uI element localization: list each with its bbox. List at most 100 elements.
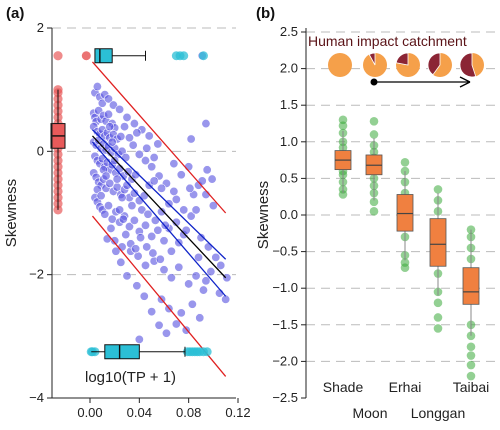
top-marginal-point xyxy=(179,51,189,61)
human-impact-pies xyxy=(328,52,484,78)
panel-a-points xyxy=(89,51,232,344)
panel-a-x-tick-label: 0.12 xyxy=(225,405,250,420)
panel-a-x-label: log10(TP + 1) xyxy=(85,369,176,386)
scatter-point xyxy=(106,223,116,233)
scatter-point xyxy=(141,220,151,230)
y-marginal-point xyxy=(53,51,63,61)
scatter-point xyxy=(101,171,111,181)
box-body xyxy=(396,194,414,232)
panel-b-y-tick-label: 1.5 xyxy=(280,97,298,112)
box-point xyxy=(466,351,476,360)
scatter-point xyxy=(166,246,176,256)
impact-pie-slice xyxy=(368,52,376,66)
scatter-point xyxy=(129,188,139,198)
scatter-point xyxy=(169,159,179,169)
scatter-point xyxy=(169,186,179,196)
box-body xyxy=(462,267,480,305)
panel-a-marginal-boxplots xyxy=(50,48,212,360)
scatter-point xyxy=(127,201,137,211)
scatter-point xyxy=(157,183,167,193)
scatter-point xyxy=(134,334,144,344)
box-point xyxy=(369,117,379,126)
scatter-point xyxy=(153,139,163,149)
panel-b-boxes xyxy=(334,115,480,381)
scatter-point xyxy=(171,217,181,227)
scatter-point xyxy=(120,122,130,132)
scatter-point xyxy=(112,174,122,184)
scatter-point xyxy=(121,230,131,240)
scatter-point xyxy=(121,153,131,163)
panel-b-y-tick-label: −2.0 xyxy=(272,353,298,368)
panel-a-x-ticks: 0.00 0.04 0.08 0.12 xyxy=(77,398,251,420)
panel-a-y-tick-label: 0 xyxy=(37,143,44,158)
scatter-point xyxy=(105,122,115,132)
scatter-point xyxy=(159,265,169,275)
scatter-point xyxy=(143,209,153,219)
scatter-point xyxy=(122,112,132,122)
scatter-point xyxy=(155,254,165,264)
scatter-point xyxy=(137,205,147,215)
impact-pie-slice xyxy=(459,52,477,78)
scatter-point xyxy=(176,308,186,318)
panel-a-y-tick-label: 2 xyxy=(37,20,44,35)
panel-b-y-label: Skewness xyxy=(255,181,272,249)
scatter-point xyxy=(186,134,196,144)
scatter-point xyxy=(117,193,127,203)
scatter-point xyxy=(102,234,112,244)
scatter-point xyxy=(222,273,232,283)
panel-b-label: (b) xyxy=(256,5,275,22)
top-marginal-box xyxy=(94,48,113,64)
panel-a-label: (a) xyxy=(6,5,24,22)
panel-a-y-ticks: −4 −2 0 2 xyxy=(29,20,52,405)
scatter-point xyxy=(171,319,181,329)
scatter-point xyxy=(216,260,226,270)
scatter-point xyxy=(104,109,114,119)
panel-a-x-tick-label: 0.00 xyxy=(77,405,102,420)
scatter-point xyxy=(202,165,212,175)
impact-pie xyxy=(328,53,352,77)
scatter-point xyxy=(115,205,125,215)
box-point xyxy=(466,342,476,352)
box-body xyxy=(429,218,447,267)
x-marginal-point xyxy=(202,347,212,357)
box-point xyxy=(433,298,443,308)
scatter-point xyxy=(139,291,149,301)
scatter-point xyxy=(201,276,211,286)
scatter-point xyxy=(132,128,142,138)
scatter-point xyxy=(136,233,146,243)
category-label: Taibai xyxy=(453,379,490,395)
scatter-point xyxy=(176,170,186,180)
scatter-point xyxy=(122,180,132,190)
panel-a-x-tick-label: 0.08 xyxy=(176,405,201,420)
scatter-point xyxy=(186,211,196,221)
box-point xyxy=(338,190,348,199)
scatter-point xyxy=(206,267,216,277)
scatter-point xyxy=(161,328,171,338)
box-point xyxy=(433,324,443,333)
panel-b-y-tick-label: −1.0 xyxy=(272,280,298,295)
scatter-point xyxy=(147,307,157,317)
scatter-point xyxy=(187,299,197,309)
scatter-point xyxy=(185,183,195,193)
scatter-point xyxy=(198,285,208,295)
scatter-point xyxy=(147,231,157,241)
scatter-point xyxy=(194,252,204,262)
panel-b-y-tick-label: −0.5 xyxy=(272,244,298,259)
regression-fit-line xyxy=(91,135,227,279)
impact-pie-slice xyxy=(395,52,409,66)
box-point xyxy=(369,197,379,207)
scatter-point xyxy=(207,174,217,184)
scatter-point xyxy=(181,225,191,235)
scatter-point xyxy=(129,119,139,129)
panel-b-y-tick-label: 2.0 xyxy=(280,61,298,76)
scatter-point xyxy=(100,209,110,219)
confidence-interval-upper xyxy=(92,129,227,260)
panel-a-x-tick-label: 0.04 xyxy=(127,405,152,420)
scatter-point xyxy=(124,222,134,232)
scatter-point xyxy=(124,133,134,143)
scatter-point xyxy=(108,100,118,110)
scatter-point xyxy=(191,205,201,215)
scatter-point xyxy=(104,201,114,211)
scatter-point xyxy=(153,225,163,235)
confidence-interval-lower xyxy=(91,141,227,297)
